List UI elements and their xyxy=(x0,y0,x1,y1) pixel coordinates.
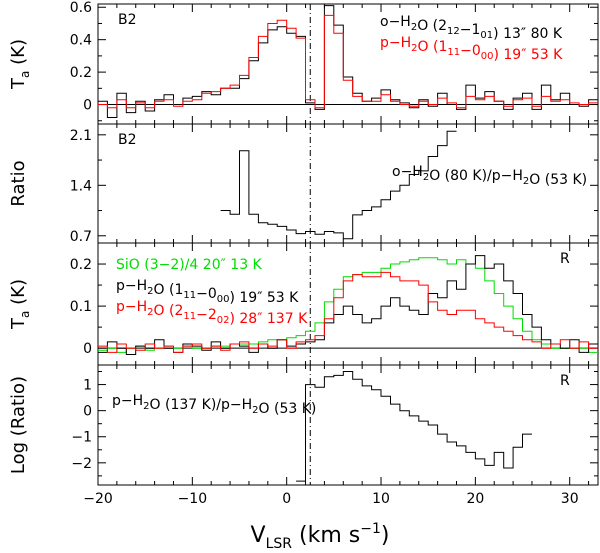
x-tick-label: 10 xyxy=(372,491,390,507)
y-axis-label: Ratio xyxy=(8,160,29,206)
x-axis-label: VLSR (km s−1) xyxy=(251,521,390,552)
series-line xyxy=(220,130,457,240)
x-tick-label: −20 xyxy=(83,491,113,507)
y-tick-label: −1 xyxy=(71,430,92,446)
x-tick-label: 30 xyxy=(561,491,579,507)
panel-p1: 0 0.2 0.4 0.6 Ta (K) B2 o−H2O (212−101) 13″ 80… xyxy=(8,0,599,125)
y-tick-label: 0.2 xyxy=(70,65,92,81)
legend-entry: o−H2O (212−101) 13″ 80 K xyxy=(380,14,563,42)
series-group xyxy=(220,130,457,240)
series-group xyxy=(98,255,598,355)
y-tick-label: 0 xyxy=(83,341,92,357)
legend-entry: p−H2O (137 K)/p−H2O (53 K) xyxy=(112,393,316,417)
y-tick-label: 0.2 xyxy=(70,257,92,273)
panel-p2: 0.7 1.4 2.1 Ratio B2 o−H2O (80 K)/p−H2O (53 K… xyxy=(8,123,599,245)
legend-entry: p−H2O (111−000) 19″ 53 K xyxy=(116,278,299,306)
y-tick-label: 1 xyxy=(83,378,92,394)
legend-entry: SiO (3−2)/4 20″ 13 K xyxy=(116,257,263,273)
x-axis-layer: −20 −10 0 10 20 30 xyxy=(83,491,578,507)
x-tick-label: 0 xyxy=(282,491,291,507)
series-line xyxy=(98,14,598,109)
legend-entry: p−H2O (211−202) 28″ 137 K xyxy=(116,299,308,327)
series-group xyxy=(296,371,532,482)
y-tick-label: 0.1 xyxy=(70,299,92,315)
y-axis-label: Ta (K) xyxy=(8,279,32,330)
y-tick-label: −2 xyxy=(71,456,92,472)
legend-entry: o−H2O (80 K)/p−H2O (53 K) xyxy=(392,164,587,188)
y-axis-label: Ta (K) xyxy=(8,39,32,90)
x-tick-label: 20 xyxy=(466,491,484,507)
panel-p4: −2 −1 0 1 Log (Ratio) Rp−H2O (137 K)/p−H2O (5… xyxy=(8,364,599,486)
panel-corner-label: R xyxy=(560,251,570,267)
y-tick-label: 1.4 xyxy=(70,178,92,194)
panels-layer: 0 0.2 0.4 0.6 Ta (K) B2 o−H2O (212−101) 13″ 80… xyxy=(8,0,599,486)
y-tick-label: 0 xyxy=(83,404,92,420)
x-tick-label: −10 xyxy=(178,491,208,507)
panel-p3: 0 0.1 0.2 Ta (K) R SiO (3−2)/4 20″ 13 K p−H2O … xyxy=(8,242,599,366)
y-tick-label: 0.7 xyxy=(70,229,92,245)
y-tick-label: 0.6 xyxy=(70,0,92,16)
panel-frame xyxy=(97,364,599,486)
series-line xyxy=(296,371,532,482)
legend-entry: p−H2O (111−000) 19″ 53 K xyxy=(380,35,563,63)
y-tick-label: 0.4 xyxy=(70,33,92,49)
panel-corner-label: R xyxy=(560,373,570,389)
series-group xyxy=(98,5,598,118)
y-axis-label: Log (Ratio) xyxy=(8,376,29,474)
y-tick-label: 0 xyxy=(83,98,92,114)
series-line xyxy=(98,271,598,353)
y-tick-label: 2.1 xyxy=(70,128,92,144)
panel-corner-label: B2 xyxy=(118,12,137,28)
panel-corner-label: B2 xyxy=(118,132,137,148)
